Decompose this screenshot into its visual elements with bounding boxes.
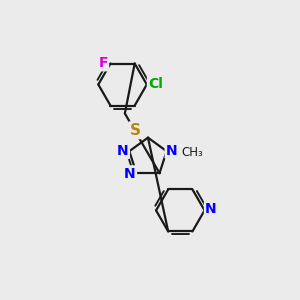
Text: S: S (130, 123, 141, 138)
Text: Cl: Cl (148, 77, 163, 91)
Text: F: F (98, 56, 108, 70)
Text: CH₃: CH₃ (182, 146, 203, 159)
Text: N: N (205, 202, 217, 216)
Text: N: N (124, 167, 136, 181)
Text: N: N (117, 144, 129, 158)
Text: N: N (166, 143, 178, 158)
